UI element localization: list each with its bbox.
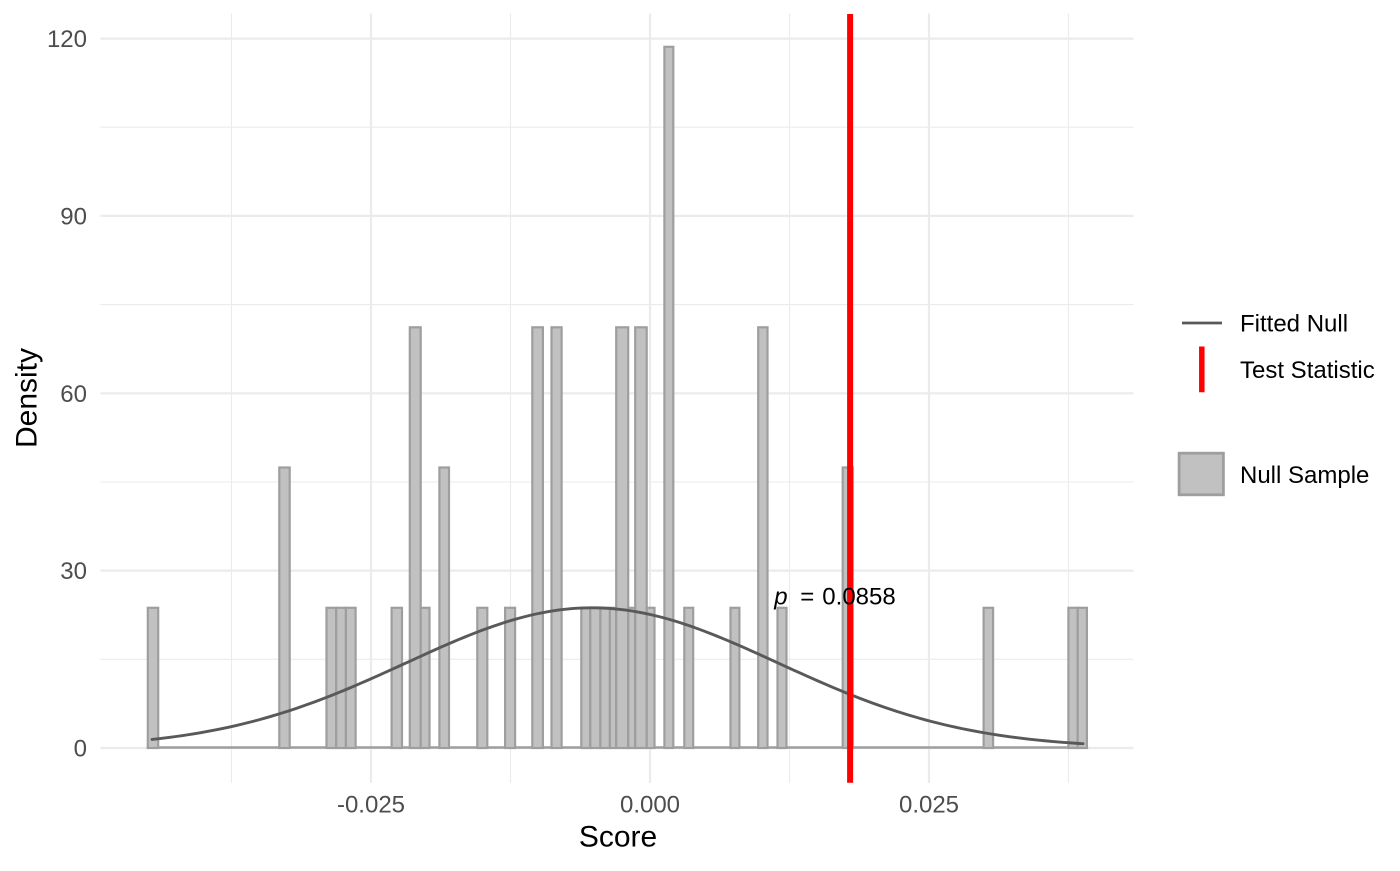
svg-text:Test Statistic: Test Statistic (1240, 357, 1375, 384)
svg-text:60: 60 (60, 381, 87, 408)
svg-text:0.025: 0.025 (899, 792, 959, 819)
svg-text:Null Sample: Null Sample (1240, 462, 1369, 489)
svg-text:Score: Score (579, 821, 657, 854)
svg-text:30: 30 (60, 558, 87, 585)
svg-text:120: 120 (47, 26, 87, 53)
svg-text:90: 90 (60, 203, 87, 230)
svg-text:0: 0 (74, 736, 87, 763)
svg-text:Density: Density (11, 348, 44, 448)
svg-text:-0.025: -0.025 (337, 792, 405, 819)
svg-text:0.000: 0.000 (620, 792, 680, 819)
svg-text:p=0.0858: p = 0.0858 (773, 583, 895, 610)
svg-text:Fitted Null: Fitted Null (1240, 311, 1348, 338)
